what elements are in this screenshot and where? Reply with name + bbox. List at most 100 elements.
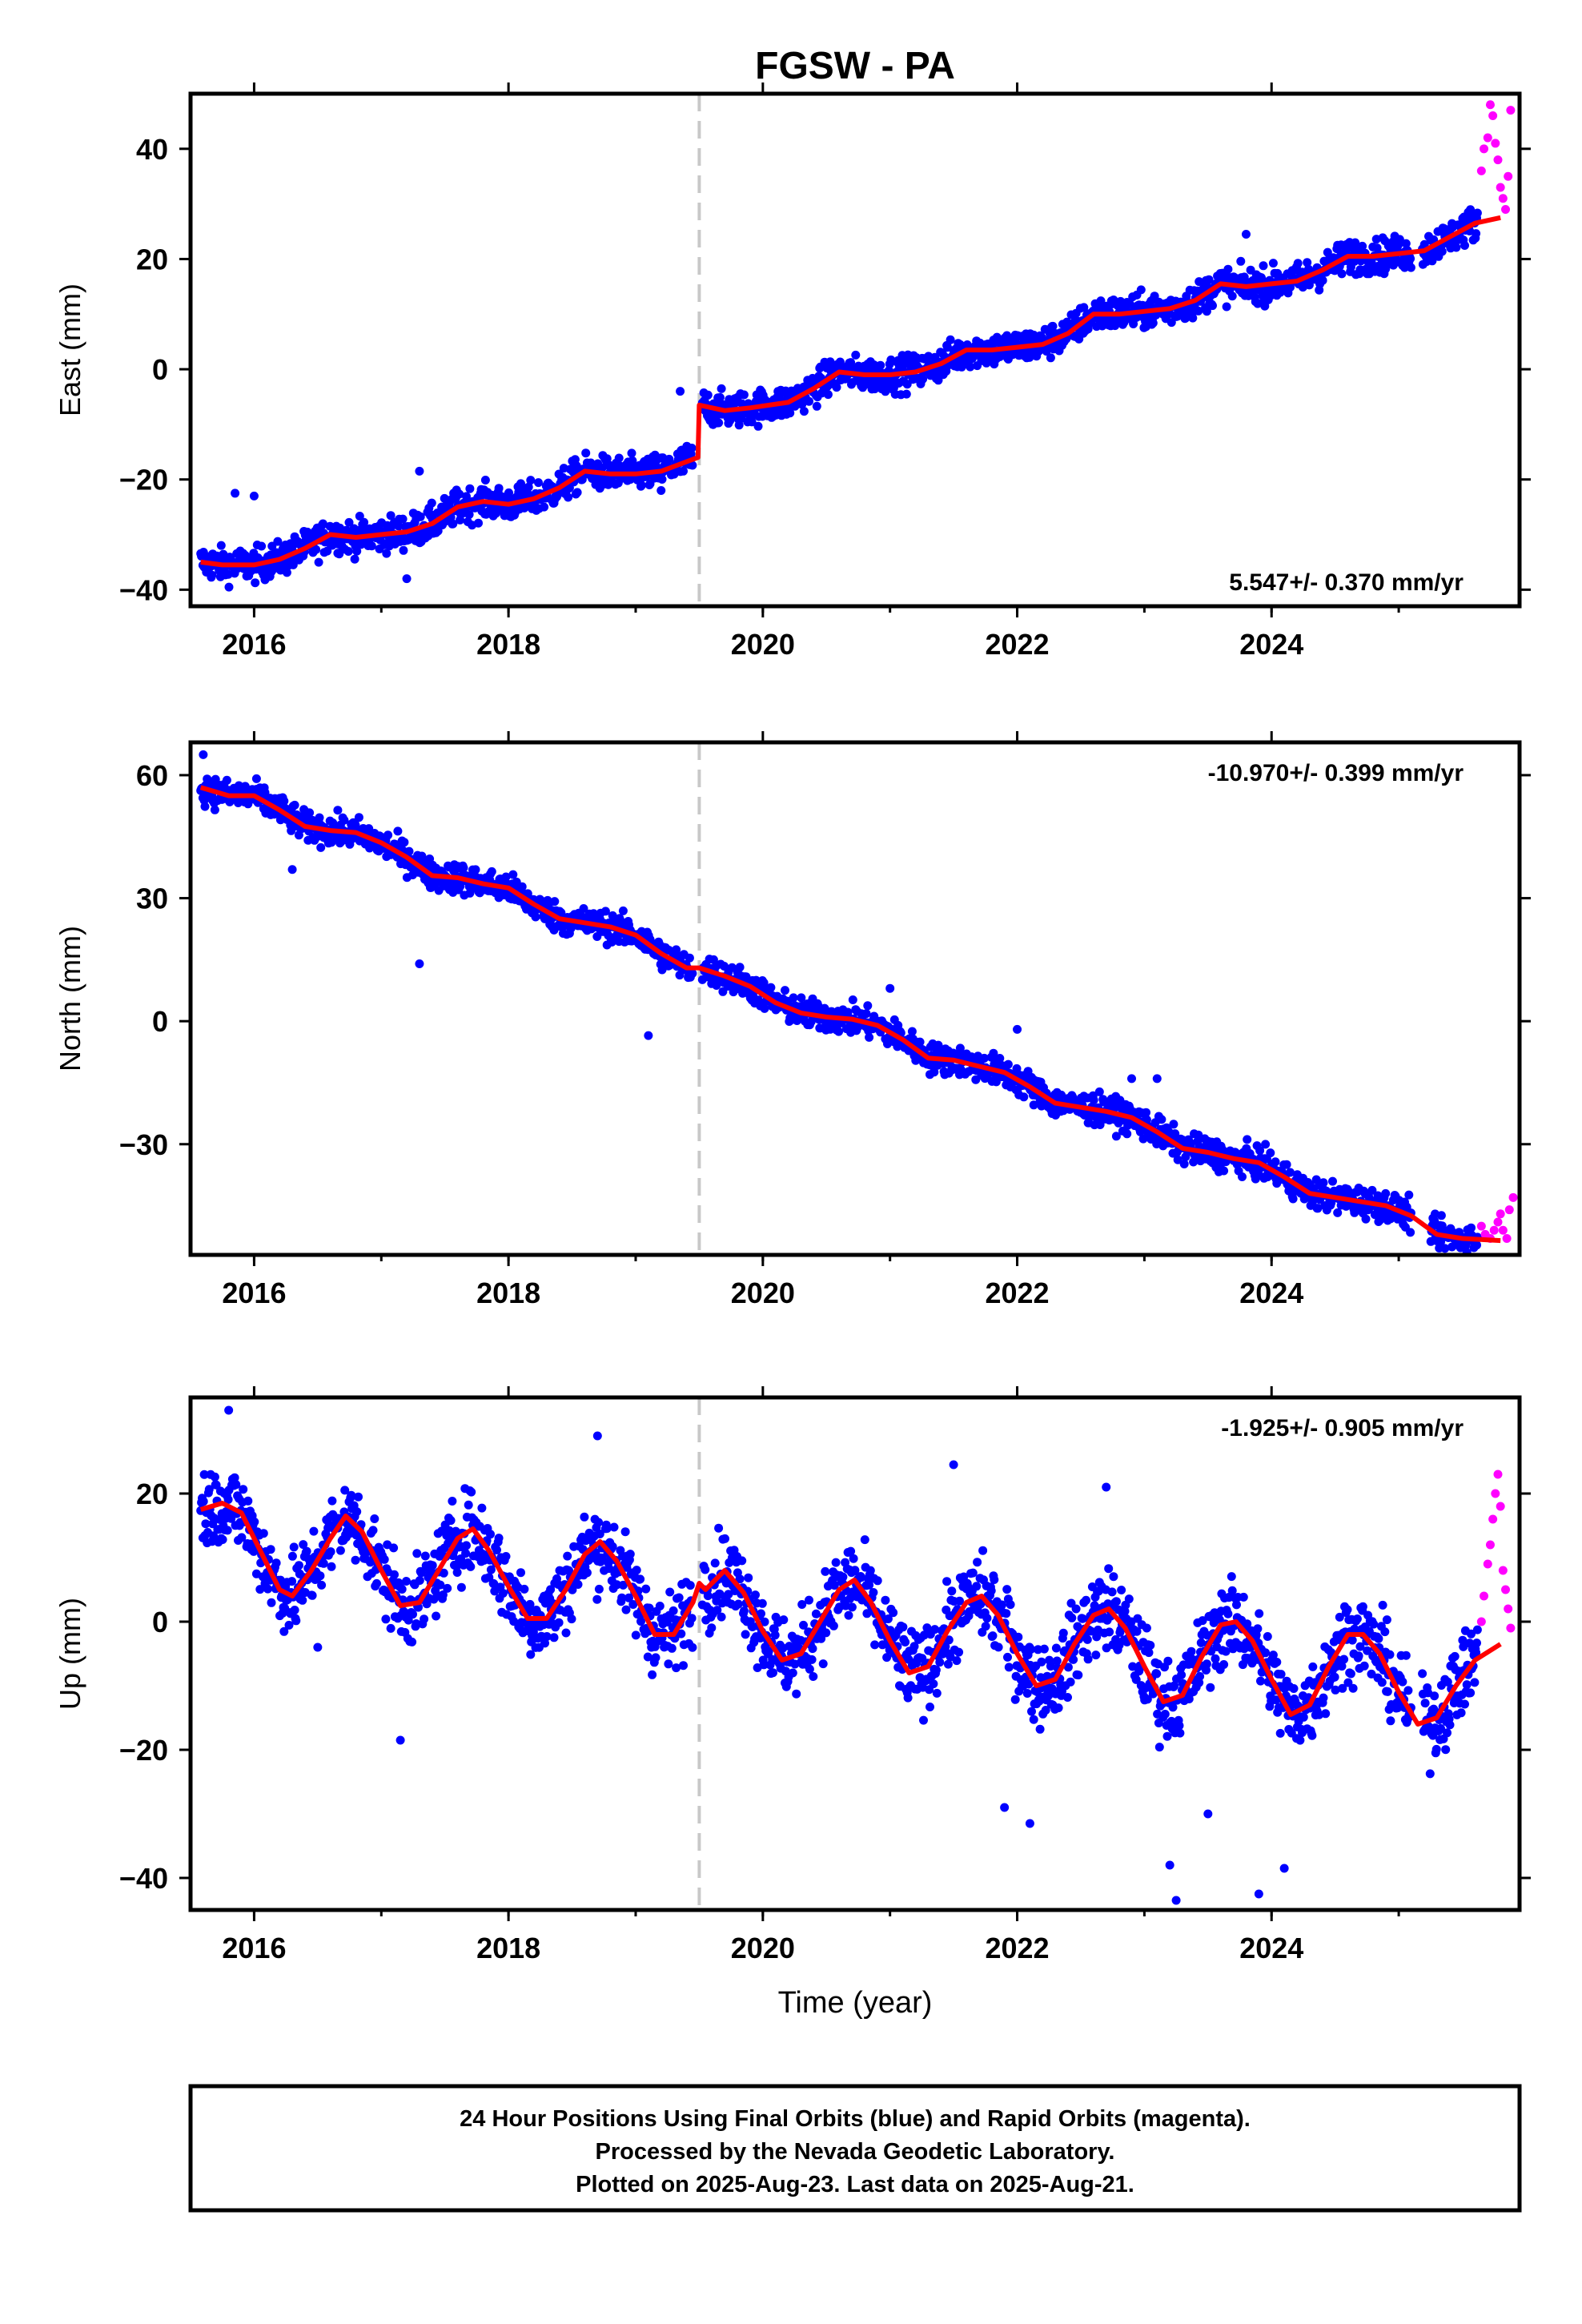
east-rapid-orbit-point bbox=[1483, 133, 1492, 143]
up-final-orbit-point bbox=[580, 1512, 589, 1522]
up-final-orbit-point bbox=[1132, 1626, 1142, 1636]
east-final-orbit-point bbox=[943, 343, 952, 352]
up-final-orbit-point bbox=[889, 1608, 898, 1618]
east-final-orbit-point bbox=[534, 478, 543, 488]
up-final-orbit-point bbox=[299, 1540, 308, 1550]
up-final-orbit-point bbox=[770, 1630, 780, 1640]
up-final-orbit-point bbox=[461, 1549, 471, 1558]
east-final-orbit-point bbox=[382, 549, 391, 558]
up-final-orbit-point bbox=[628, 1600, 638, 1609]
up-final-orbit-point bbox=[857, 1573, 866, 1582]
up-final-orbit-point bbox=[757, 1598, 767, 1608]
up-final-orbit-point bbox=[456, 1582, 466, 1592]
up-final-orbit-point bbox=[792, 1689, 801, 1699]
north-final-orbit-point bbox=[200, 802, 210, 811]
up-final-orbit-point bbox=[760, 1617, 769, 1626]
up-final-orbit-point bbox=[1041, 1706, 1050, 1715]
up-final-orbit-point bbox=[1003, 1652, 1012, 1662]
up-final-orbit-point bbox=[402, 1577, 411, 1586]
east-final-orbit-point bbox=[1337, 269, 1347, 279]
up-final-orbit-point bbox=[370, 1514, 379, 1523]
north-rapid-orbit-point bbox=[1508, 1192, 1518, 1202]
east-final-orbit-point bbox=[416, 512, 425, 521]
up-final-orbit-point bbox=[381, 1614, 391, 1624]
north-final-orbit-point bbox=[294, 830, 303, 840]
up-final-orbit-point bbox=[674, 1593, 684, 1602]
north-final-orbit-point bbox=[1179, 1160, 1189, 1168]
up-final-orbit-point bbox=[869, 1588, 878, 1597]
y-tick-label: 20 bbox=[136, 243, 168, 275]
up-final-orbit-point bbox=[811, 1609, 821, 1618]
east-rapid-orbit-point bbox=[1480, 144, 1489, 154]
up-final-orbit-point bbox=[1105, 1627, 1114, 1637]
up-final-orbit-point bbox=[757, 1609, 765, 1618]
north-final-orbit-point bbox=[199, 750, 208, 759]
north-final-orbit-point bbox=[760, 1003, 769, 1013]
east-final-orbit-point bbox=[1372, 243, 1382, 253]
north-rapid-orbit-point bbox=[1493, 1217, 1503, 1227]
east-final-orbit-point bbox=[427, 498, 436, 508]
up-final-orbit-point bbox=[818, 1659, 828, 1669]
up-final-orbit-point bbox=[651, 1653, 661, 1663]
north-final-orbit-point bbox=[685, 953, 694, 963]
north-final-orbit-point bbox=[907, 1027, 917, 1036]
east-final-orbit-point bbox=[1460, 241, 1469, 250]
north-final-orbit-point bbox=[1122, 1129, 1132, 1139]
x-tick-label: 2020 bbox=[731, 628, 795, 661]
east-final-orbit-point bbox=[251, 578, 260, 588]
up-final-orbit-point bbox=[243, 1496, 253, 1506]
north-final-orbit-point bbox=[287, 865, 297, 875]
east-final-orbit-point bbox=[249, 491, 259, 501]
north-rapid-orbit-point bbox=[1504, 1205, 1514, 1215]
up-final-orbit-point bbox=[239, 1485, 248, 1494]
up-final-orbit-point bbox=[554, 1618, 564, 1627]
up-final-orbit-point bbox=[707, 1623, 717, 1633]
up-final-orbit-point bbox=[644, 1603, 654, 1613]
up-final-orbit-point bbox=[972, 1582, 982, 1591]
up-final-orbit-point bbox=[632, 1566, 641, 1575]
up-final-orbit-point bbox=[412, 1549, 422, 1558]
up-final-orbit-point bbox=[667, 1643, 677, 1653]
east-final-orbit-point bbox=[343, 547, 353, 556]
up-final-orbit-point bbox=[1066, 1677, 1075, 1687]
up-final-orbit-point bbox=[1026, 1645, 1036, 1654]
up-final-orbit-point bbox=[210, 1472, 219, 1482]
east-final-orbit-point bbox=[402, 574, 412, 584]
up-final-orbit-point bbox=[1046, 1662, 1055, 1671]
up-final-orbit-point bbox=[846, 1546, 856, 1556]
up-final-orbit-point bbox=[685, 1581, 695, 1590]
up-final-orbit-point bbox=[865, 1566, 875, 1575]
up-final-orbit-point bbox=[648, 1670, 657, 1679]
east-plot-area bbox=[196, 94, 1516, 606]
up-final-orbit-point bbox=[1107, 1587, 1117, 1597]
east-final-orbit-point bbox=[273, 537, 283, 546]
north-final-orbit-point bbox=[339, 815, 349, 825]
up-final-orbit-point bbox=[237, 1533, 247, 1542]
up-final-orbit-point bbox=[259, 1529, 268, 1538]
east-final-orbit-point bbox=[572, 488, 582, 497]
up-final-orbit-point bbox=[230, 1473, 239, 1482]
up-final-orbit-point bbox=[317, 1580, 327, 1590]
up-final-orbit-point bbox=[372, 1578, 381, 1588]
up-final-orbit-point bbox=[436, 1580, 445, 1590]
up-final-orbit-point bbox=[568, 1585, 577, 1594]
y-tick-label: −30 bbox=[119, 1128, 168, 1161]
up-final-orbit-point bbox=[319, 1558, 328, 1568]
y-tick-label: 40 bbox=[136, 133, 168, 166]
east-rapid-orbit-point bbox=[1476, 166, 1486, 175]
up-final-orbit-point bbox=[1027, 1707, 1036, 1716]
east-final-orbit-point bbox=[1472, 208, 1482, 218]
up-final-orbit-point bbox=[218, 1535, 227, 1544]
east-final-orbit-point bbox=[676, 387, 685, 396]
up-final-orbit-point bbox=[643, 1652, 652, 1662]
up-final-orbit-point bbox=[608, 1542, 617, 1551]
up-final-orbit-point bbox=[636, 1617, 645, 1626]
up-final-orbit-point bbox=[932, 1688, 942, 1698]
north-final-orbit-point bbox=[1194, 1130, 1203, 1140]
east-final-orbit-point bbox=[1241, 229, 1251, 239]
up-final-orbit-point bbox=[998, 1600, 1006, 1610]
north-final-orbit-point bbox=[644, 1031, 653, 1040]
north-final-orbit-point bbox=[305, 808, 315, 818]
up-final-orbit-point bbox=[255, 1585, 265, 1594]
